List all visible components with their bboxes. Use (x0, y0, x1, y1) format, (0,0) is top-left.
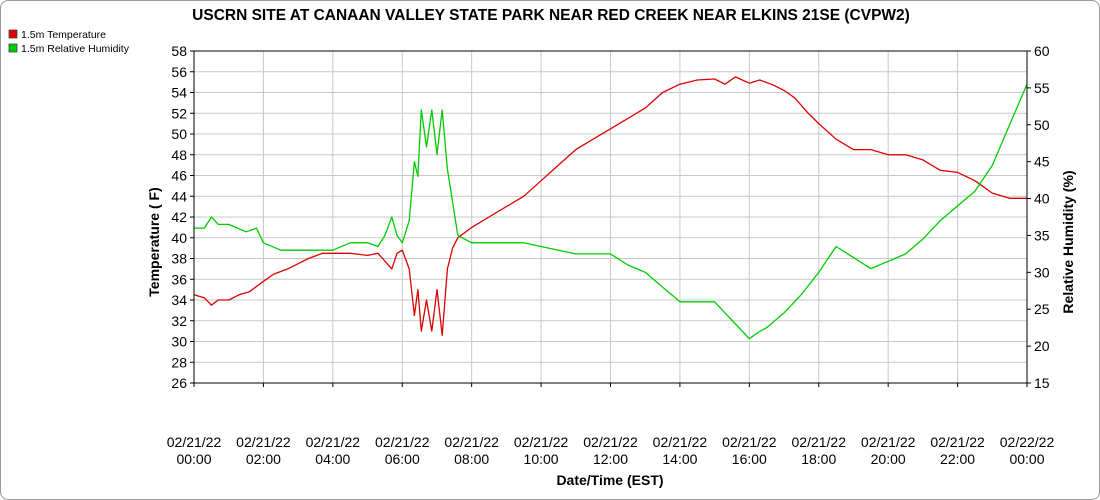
x-tick-time: 02:00 (246, 451, 281, 467)
series-layer (193, 76, 1028, 340)
right-tick-label: 15 (1034, 375, 1050, 391)
series-line-1-5m-temperature (193, 76, 1027, 336)
x-axis-label: Date/Time (EST) (556, 472, 663, 488)
left-tick-label: 30 (171, 334, 187, 350)
right-tick-label: 45 (1034, 154, 1050, 170)
x-tick-time: 08:00 (454, 451, 489, 467)
right-axis: 15 20 25 30 35 40 45 50 55 60 (1027, 43, 1050, 391)
right-tick-label: 40 (1034, 191, 1050, 207)
left-tick-label: 36 (171, 271, 187, 287)
right-tick-label: 35 (1034, 227, 1050, 243)
left-tick-label: 28 (171, 354, 187, 370)
legend-swatch (8, 43, 18, 53)
x-tick-time: 22:00 (940, 451, 975, 467)
right-tick-label: 20 (1034, 338, 1050, 354)
left-tick-label: 40 (171, 230, 187, 246)
x-axis: 02/21/2200:0002/21/2202:0002/21/2204:000… (167, 383, 1055, 467)
x-tick-date: 02/21/22 (792, 434, 847, 450)
right-axis-label: Relative Humidity (%) (1060, 170, 1076, 313)
x-tick-time: 16:00 (732, 451, 767, 467)
x-tick-date: 02/21/22 (167, 434, 222, 450)
left-axis: 26 28 30 32 34 36 38 40 42 44 46 48 50 52 54 56 58 (171, 43, 194, 391)
x-tick-date: 02/21/22 (306, 434, 361, 450)
x-tick-time: 20:00 (871, 451, 906, 467)
x-tick-date: 02/21/22 (444, 434, 499, 450)
left-tick-label: 42 (171, 209, 187, 225)
left-tick-label: 46 (171, 168, 187, 184)
x-tick-date: 02/22/22 (1000, 434, 1055, 450)
x-tick-time: 04:00 (315, 451, 350, 467)
x-tick-time: 00:00 (1009, 451, 1044, 467)
x-tick-time: 14:00 (662, 451, 697, 467)
left-tick-label: 56 (171, 64, 187, 80)
x-tick-date: 02/21/22 (583, 434, 638, 450)
left-tick-label: 32 (171, 313, 187, 329)
x-tick-date: 02/21/22 (930, 434, 985, 450)
left-tick-label: 52 (171, 105, 187, 121)
right-tick-label: 55 (1034, 80, 1050, 96)
x-tick-date: 02/21/22 (722, 434, 777, 450)
left-tick-label: 38 (171, 251, 187, 267)
x-tick-date: 02/21/22 (236, 434, 291, 450)
x-tick-time: 10:00 (524, 451, 559, 467)
x-tick-date: 02/21/22 (861, 434, 916, 450)
grid (194, 50, 1027, 384)
x-tick-time: 12:00 (593, 451, 628, 467)
left-tick-label: 44 (171, 188, 187, 204)
left-tick-label: 50 (171, 126, 187, 142)
left-tick-label: 54 (171, 85, 187, 101)
right-tick-label: 60 (1034, 43, 1050, 59)
left-tick-label: 48 (171, 147, 187, 163)
right-tick-label: 30 (1034, 264, 1050, 280)
chart-title: USCRN SITE AT CANAAN VALLEY STATE PARK N… (192, 7, 910, 24)
x-tick-date: 02/21/22 (375, 434, 430, 450)
x-tick-date: 02/21/22 (653, 434, 708, 450)
left-tick-label: 34 (171, 292, 187, 308)
right-tick-label: 25 (1034, 301, 1050, 317)
series-line-1-5m-relative-humidity (194, 83, 1028, 340)
legend: 1.5m Temperature 1.5m Relative Humidity (8, 29, 130, 55)
left-tick-label: 58 (171, 43, 187, 59)
x-tick-date: 02/21/22 (514, 434, 569, 450)
left-tick-label: 26 (171, 375, 187, 391)
x-tick-time: 18:00 (801, 451, 836, 467)
legend-label: 1.5m Temperature (21, 29, 106, 41)
legend-swatch (8, 29, 18, 39)
x-tick-time: 06:00 (385, 451, 420, 467)
legend-label: 1.5m Relative Humidity (21, 43, 130, 55)
x-tick-time: 00:00 (176, 451, 211, 467)
right-tick-label: 50 (1034, 117, 1050, 133)
left-axis-label: Temperature ( F) (146, 187, 162, 296)
